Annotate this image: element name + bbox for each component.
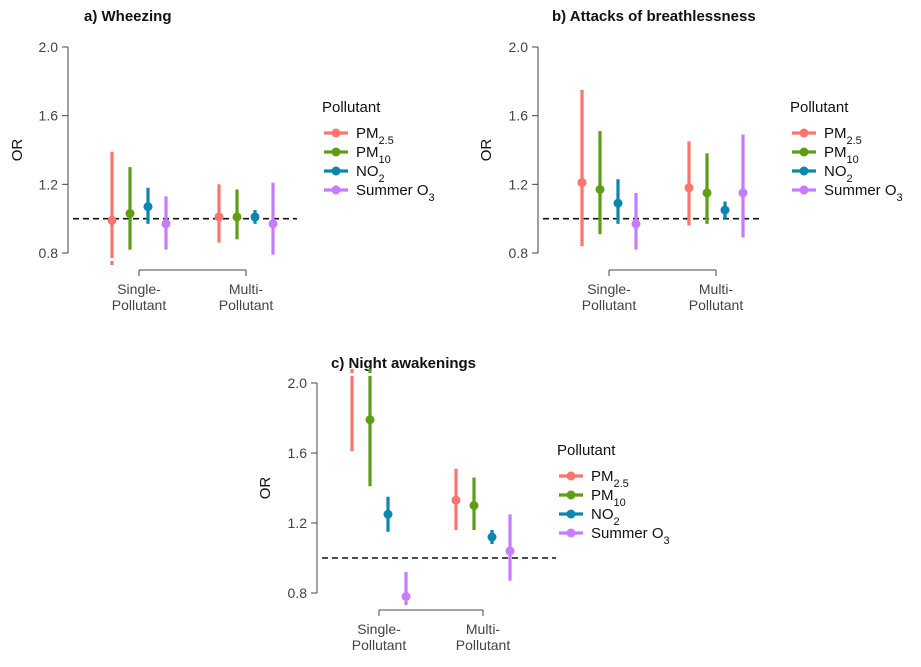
y-tick-label: 2.0 (509, 39, 529, 55)
legend-label: PM10 (591, 487, 626, 509)
legend-label: NO2 (356, 163, 385, 185)
x-tick-label: Single- (117, 281, 161, 297)
x-tick-label: Pollutant (352, 637, 407, 653)
legend-label: PM2.5 (824, 125, 862, 147)
legend-label: PM10 (824, 144, 859, 166)
legend-label: PM2.5 (356, 125, 394, 147)
legend-label: NO2 (591, 506, 620, 528)
point-no2 (720, 205, 730, 215)
x-tick-label: Multi- (699, 281, 734, 297)
y-tick-label: 1.2 (288, 515, 308, 531)
y-tick-label: 0.8 (509, 245, 529, 261)
legend-swatch-point (566, 509, 576, 519)
legend-swatch-point (566, 490, 576, 500)
y-tick-label: 1.6 (288, 445, 308, 461)
point-summer-o3 (268, 219, 278, 229)
x-tick-label: Multi- (229, 281, 264, 297)
legend-swatch-point (331, 147, 341, 157)
y-tick-label: 1.6 (39, 108, 59, 124)
point-summer-o3 (401, 592, 411, 601)
point-no2 (383, 509, 393, 519)
legend-swatch-point (799, 185, 809, 195)
legend-item: PM2.5 (324, 125, 394, 147)
panel-title: a) Wheezing (84, 8, 172, 25)
y-tick-label: 1.6 (509, 108, 529, 124)
point-summer-o3 (161, 219, 171, 229)
legend-swatch-point (566, 528, 576, 538)
legend-swatch-point (566, 471, 576, 481)
legend-swatch-point (799, 166, 809, 176)
panel-title: b) Attacks of breathlessness (552, 8, 756, 25)
legend-item: NO2 (559, 506, 620, 528)
legend-item: NO2 (324, 163, 385, 185)
legend-swatch-point (799, 147, 809, 157)
legend-item: Summer O3 (792, 182, 903, 204)
legend-item: Summer O3 (559, 525, 670, 547)
point-pm10 (232, 212, 242, 222)
x-tick-label: Pollutant (456, 637, 511, 653)
legend-item: PM10 (792, 144, 859, 166)
legend-swatch-point (799, 128, 809, 138)
point-pm10 (365, 415, 375, 425)
y-tick-label: 1.2 (509, 176, 529, 192)
y-tick-label: 1.2 (39, 176, 59, 192)
point-summer-o3 (631, 219, 641, 229)
point-pm10 (702, 188, 712, 198)
point-pm2-5 (451, 495, 461, 505)
panel-title: c) Night awakenings (331, 355, 476, 372)
point-summer-o3 (738, 188, 748, 198)
y-tick-label: 2.0 (39, 39, 59, 55)
legend-label: Summer O3 (824, 182, 903, 204)
legend-item: Summer O3 (324, 182, 435, 204)
panel-1: a) Wheezing0.81.21.62.0ORSingle-Pollutan… (9, 8, 435, 313)
legend-label: Summer O3 (591, 525, 670, 547)
x-tick-label: Pollutant (689, 297, 744, 313)
legend-swatch-point (331, 166, 341, 176)
x-tick-label: Single- (357, 621, 401, 637)
y-tick-label: 0.8 (39, 245, 59, 261)
legend-item: NO2 (792, 163, 853, 185)
point-pm10 (469, 501, 479, 510)
y-tick-label: 2.0 (288, 375, 308, 391)
legend-label: Summer O3 (356, 182, 435, 204)
point-pm10 (595, 184, 605, 194)
x-tick-label: Multi- (466, 621, 501, 637)
x-tick-label: Pollutant (112, 297, 167, 313)
legend-item: PM10 (559, 487, 626, 509)
point-no2 (613, 198, 623, 208)
point-no2 (487, 532, 497, 542)
point-pm2-5 (214, 212, 224, 222)
point-pm10 (125, 209, 135, 219)
legend-title: Pollutant (322, 99, 381, 116)
y-axis-label: OR (9, 139, 26, 162)
point-no2 (143, 202, 153, 212)
y-axis-label: OR (257, 477, 274, 500)
panel-3: c) Night awakenings 0.8 1.2 1.6 2.0 OR Single-… (257, 355, 670, 653)
point-pm2-5 (684, 183, 694, 193)
legend-swatch-point (331, 185, 341, 195)
x-tick-label: Single- (587, 281, 631, 297)
legend-item: PM2.5 (559, 468, 629, 490)
legend-label: PM10 (356, 144, 391, 166)
y-tick-label: 0.8 (288, 585, 308, 601)
point-pm2-5 (577, 178, 587, 188)
point-pm2-5 (107, 215, 117, 225)
panel-2: b) Attacks of breathlessness 0.8 1.2 1.6 2.0… (478, 8, 903, 313)
x-tick-label: Pollutant (219, 297, 274, 313)
legend-item: PM10 (324, 144, 391, 166)
point-summer-o3 (505, 546, 515, 556)
legend-label: PM2.5 (591, 468, 629, 490)
y-axis-label: OR (478, 139, 495, 162)
legend-label: NO2 (824, 163, 853, 185)
legend-item: PM2.5 (792, 125, 862, 147)
point-no2 (250, 212, 260, 222)
legend-swatch-point (331, 128, 341, 138)
x-tick-label: Pollutant (582, 297, 637, 313)
legend-title: Pollutant (557, 442, 616, 459)
legend-title: Pollutant (790, 99, 849, 116)
